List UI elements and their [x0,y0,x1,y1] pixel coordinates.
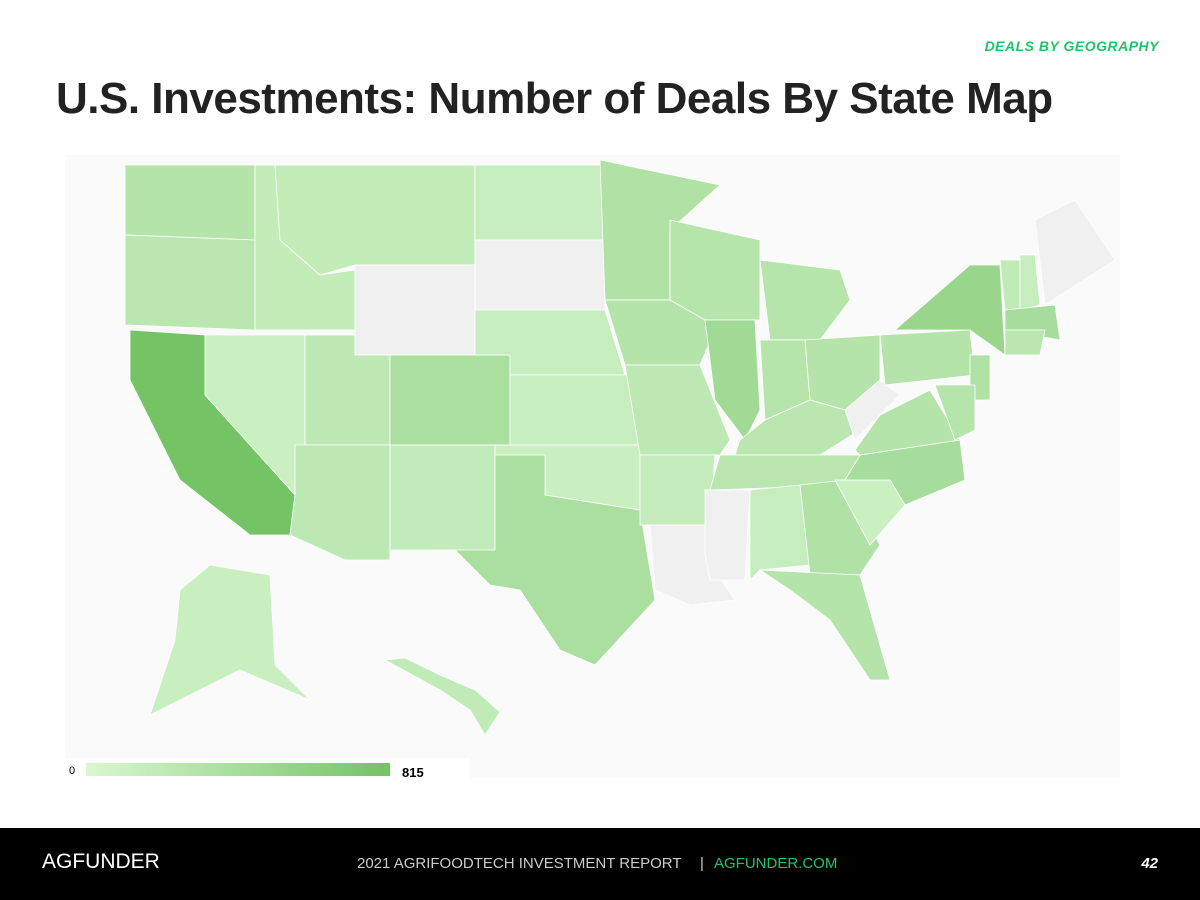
state [124,164,256,241]
page-number: 42 [1141,855,1158,872]
state [354,264,476,356]
legend-scale [86,763,390,776]
state [854,389,961,456]
logo: AGFUNDER [42,850,160,873]
state [749,484,811,581]
state [435,454,656,666]
page-title: U.S. Investments: Number of Deals By Sta… [56,74,1053,123]
state [844,379,901,441]
state [934,384,976,441]
legend-min: 0 [69,765,75,777]
state [704,489,751,581]
state [383,657,501,736]
state [389,444,496,551]
state [474,164,606,241]
state [389,354,511,446]
state [1034,199,1116,306]
separator: | [700,855,704,872]
state [1004,329,1046,356]
report-name: 2021 AGRIFOODTECH INVESTMENT REPORT [357,855,682,872]
state [509,374,641,446]
map: 0 815 [68,160,1116,780]
state [149,564,311,716]
state [893,264,1006,356]
state [759,259,851,341]
state [124,234,256,331]
footer: AGFUNDER 2021 AGRIFOODTECH INVESTMENT RE… [0,828,1200,900]
state [474,239,606,311]
state [1019,254,1041,311]
legend-max: 815 [402,765,424,780]
state [704,319,761,441]
state [639,454,716,526]
state [624,364,731,456]
state [274,164,476,276]
state [758,569,891,681]
state [879,329,976,386]
site-link[interactable]: AGFUNDER.COM [714,855,838,872]
section-label: DEALS BY GEOGRAPHY [984,38,1159,54]
